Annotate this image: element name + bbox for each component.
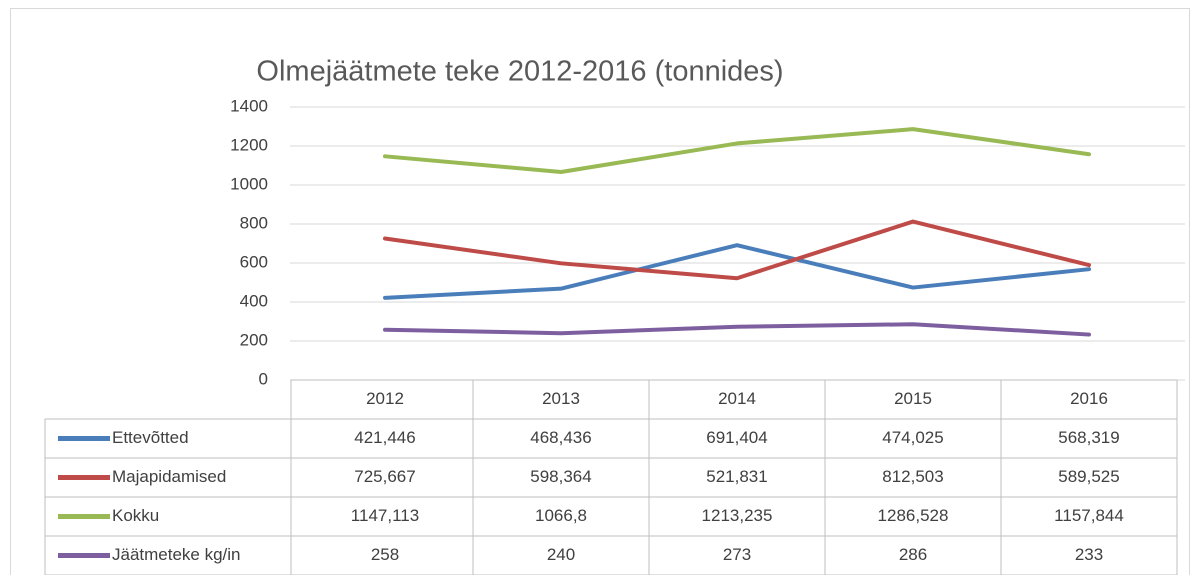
y-tick-label: 0 — [259, 369, 268, 388]
table-value: 286 — [899, 545, 927, 564]
table-value: 258 — [371, 545, 399, 564]
y-tick-label: 1000 — [230, 174, 268, 193]
table-value: 691,404 — [706, 428, 767, 447]
y-tick-label: 1400 — [230, 96, 268, 115]
y-tick-label: 600 — [240, 252, 268, 271]
table-value: 1286,528 — [878, 506, 949, 525]
table-value: 474,025 — [882, 428, 943, 447]
series-line — [383, 219, 1091, 281]
y-tick-label: 1200 — [230, 135, 268, 154]
table-value: 598,364 — [530, 467, 591, 486]
y-tick-label: 800 — [240, 213, 268, 232]
y-tick-label: 400 — [240, 291, 268, 310]
table-value: 812,503 — [882, 467, 943, 486]
x-tick-label: 2016 — [1070, 389, 1108, 408]
table-value: 1157,844 — [1054, 506, 1124, 525]
x-tick-label: 2014 — [718, 389, 756, 408]
x-tick-label: 2012 — [366, 389, 404, 408]
table-value: 1066,8 — [535, 506, 587, 525]
table-value: 725,667 — [354, 467, 415, 486]
legend-label: Kokku — [112, 506, 159, 525]
table-value: 1213,235 — [702, 506, 773, 525]
chart-title: Olmejäätmete teke 2012-2016 (tonnides) — [256, 56, 783, 88]
table-value: 1147,113 — [351, 506, 419, 525]
chart-border — [10, 8, 1190, 579]
series-line — [383, 322, 1091, 337]
table-value: 568,319 — [1058, 428, 1119, 447]
table-value: 421,446 — [354, 428, 415, 447]
table-value: 468,436 — [530, 428, 591, 447]
legend-label: Jäätmeteke kg/in — [112, 545, 241, 564]
legend-label: Majapidamised — [112, 467, 226, 486]
series-line — [383, 127, 1091, 174]
x-tick-label: 2015 — [894, 389, 932, 408]
table-value: 273 — [723, 545, 751, 564]
table-value: 233 — [1075, 545, 1103, 564]
series-line — [383, 243, 1091, 300]
x-tick-label: 2013 — [542, 389, 580, 408]
y-tick-label: 200 — [240, 330, 268, 349]
table-value: 240 — [547, 545, 575, 564]
table-value: 521,831 — [706, 467, 767, 486]
table-value: 589,525 — [1058, 467, 1119, 486]
legend-label: Ettevõtted — [112, 428, 189, 447]
